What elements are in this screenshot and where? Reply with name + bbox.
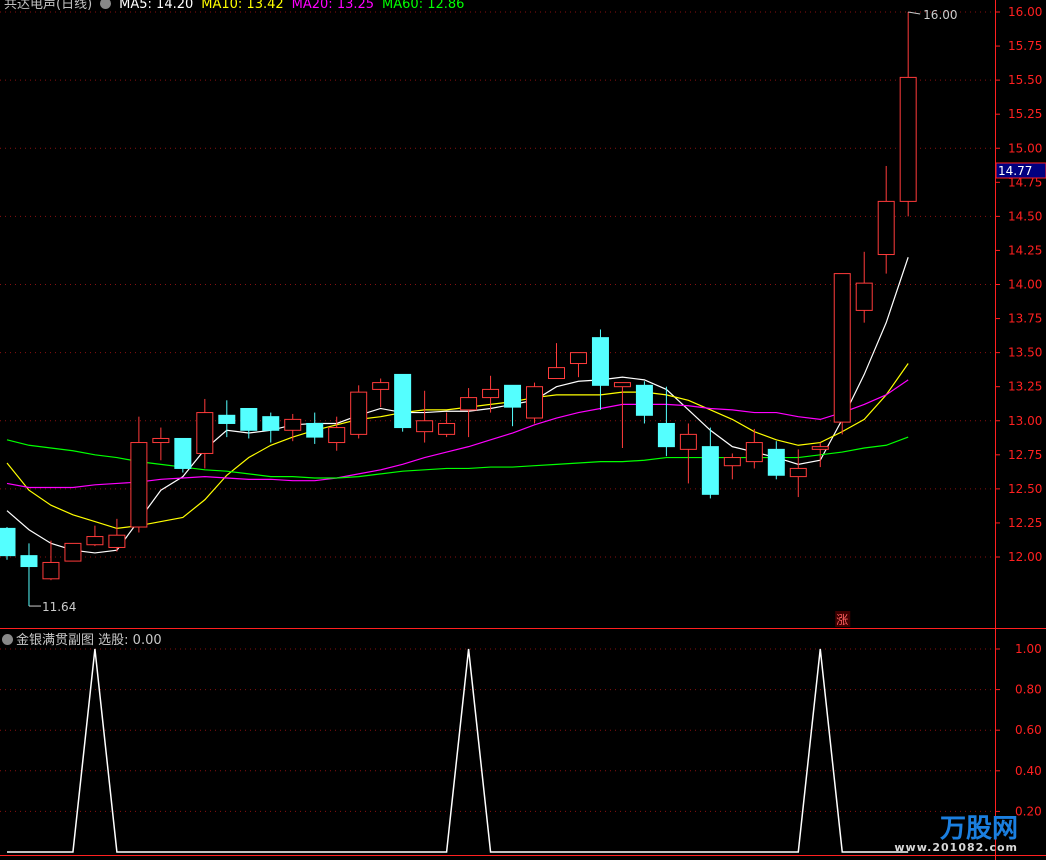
candle-down <box>20 555 38 568</box>
y-tick-label: 14.50 <box>1008 209 1042 223</box>
candle-down <box>657 422 675 448</box>
candle-up <box>350 391 368 435</box>
candle-up <box>416 420 434 433</box>
candle-up <box>745 442 763 463</box>
candle-up <box>877 200 895 256</box>
y-tick-label: 12.75 <box>1008 448 1042 462</box>
candle-down <box>0 527 16 557</box>
logo-name: 万股网 <box>939 814 1018 844</box>
candle-up <box>482 388 500 399</box>
signal-line <box>7 648 909 853</box>
settings-circle-icon[interactable] <box>100 0 112 9</box>
candle-up <box>723 457 741 467</box>
collapse-chevron-icon[interactable] <box>2 634 13 645</box>
signal-marker-bg <box>835 611 851 627</box>
ma60-label: MA60: 12.86 <box>382 0 465 12</box>
candle-up <box>86 536 104 546</box>
candle-up <box>64 542 82 562</box>
candle-up <box>196 412 214 454</box>
candle-down <box>504 384 522 408</box>
current-price-tag <box>995 162 1046 179</box>
ma10-label: MA10: 13.42 <box>201 0 284 12</box>
candle-down <box>306 422 324 438</box>
ma20-label: MA20: 13.25 <box>291 0 375 12</box>
candle-up <box>42 561 60 580</box>
logo-url: www.201082.com <box>894 841 1018 854</box>
candle-up <box>811 446 829 450</box>
signal-marker: 涨 <box>836 612 848 627</box>
candle-up <box>372 382 390 390</box>
y-tick-label: 13.75 <box>1008 312 1042 326</box>
candle-up <box>899 76 917 202</box>
candle-down <box>591 337 609 386</box>
candle-down <box>635 384 653 416</box>
candle-up <box>152 437 170 444</box>
chart-header: 共达电声(日线) MA5: 14.20 MA10: 13.42 MA20: 13.25… <box>4 0 472 12</box>
y-tick-label: 12.00 <box>1008 550 1042 564</box>
candle-up <box>789 467 807 478</box>
ma-line-ma10 <box>6 363 909 529</box>
sub-panel-header: 金银满贯副图 选股: 0.00 <box>2 629 162 648</box>
y-tick-label: 12.50 <box>1008 482 1042 496</box>
max-arrow <box>908 11 921 15</box>
ma5-label: MA5: 14.20 <box>119 0 194 12</box>
candle-up <box>108 534 126 548</box>
candle-up <box>613 382 631 388</box>
candle-down <box>174 437 192 469</box>
indicator-title: 金银满贯副图 <box>16 633 95 648</box>
sub-y-tick-label: 0.60 <box>1015 723 1042 737</box>
y-tick-label: 14.75 <box>1008 175 1042 189</box>
candle-up <box>328 427 346 444</box>
candle-down <box>218 414 236 424</box>
y-tick-label: 14.00 <box>1008 278 1042 292</box>
candle-up <box>284 418 302 431</box>
y-tick-label: 12.25 <box>1008 516 1042 530</box>
sub-y-tick-label: 0.40 <box>1015 764 1042 778</box>
candle-up <box>130 442 148 528</box>
indicator-value: 选股: 0.00 <box>98 633 162 648</box>
y-tick-label: 16.00 <box>1008 5 1042 19</box>
y-tick-label: 14.25 <box>1008 243 1042 257</box>
y-tick-label: 15.25 <box>1008 107 1042 121</box>
y-tick-label: 13.50 <box>1008 346 1042 360</box>
candle-up <box>460 397 478 411</box>
current-price-label: 14.77 <box>998 164 1032 178</box>
candle-up <box>569 352 587 365</box>
candle-down <box>701 446 719 495</box>
candle-up <box>526 386 544 419</box>
candle-up <box>855 282 873 311</box>
stock-title: 共达电声(日线) <box>4 0 93 12</box>
candle-down <box>262 416 280 431</box>
sub-y-tick-label: 1.00 <box>1015 642 1042 656</box>
y-tick-label: 15.00 <box>1008 141 1042 155</box>
candle-up <box>548 367 565 380</box>
ma-line-ma20 <box>6 379 909 489</box>
candle-down <box>394 373 412 429</box>
watermark-logo: 万股网 www.201082.com <box>894 816 1018 854</box>
y-tick-label: 13.25 <box>1008 380 1042 394</box>
y-tick-label: 13.00 <box>1008 414 1042 428</box>
max-price-label: 16.00 <box>923 8 957 22</box>
min-price-label: 11.64 <box>42 600 76 614</box>
sub-y-tick-label: 0.20 <box>1015 804 1042 818</box>
y-tick-label: 15.75 <box>1008 39 1042 53</box>
candle-up <box>679 433 697 450</box>
candle-down <box>240 407 258 431</box>
candle-up <box>438 422 456 435</box>
candle-up <box>833 273 851 423</box>
y-tick-label: 15.50 <box>1008 73 1042 87</box>
sub-y-tick-label: 0.80 <box>1015 683 1042 697</box>
candle-down <box>767 448 785 476</box>
